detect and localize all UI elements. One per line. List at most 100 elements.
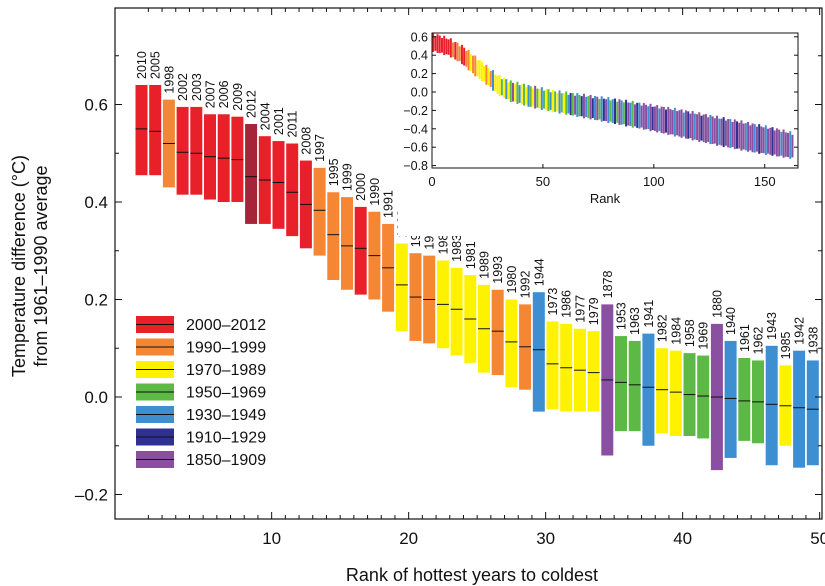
inset-bar xyxy=(680,109,683,138)
bar-1943 xyxy=(765,345,778,466)
x-tick-label: 40 xyxy=(673,529,692,548)
inset-bar xyxy=(574,95,577,115)
inset-bar xyxy=(740,120,743,151)
inset-bar xyxy=(511,82,514,102)
inset-axes: 0.6 0.4 0.2 0.0 −0.2 −0.4 −0.6 −0.80 50 100 150 xyxy=(403,30,799,189)
inset-bar xyxy=(571,93,574,116)
inset-bar xyxy=(543,90,546,109)
year-label-2008: 2008 xyxy=(299,127,313,155)
inset-bar xyxy=(789,131,792,159)
legend-label: 1950–1969 xyxy=(186,385,266,402)
inset-bar xyxy=(487,68,490,86)
inset-bar xyxy=(467,49,470,71)
inset-bar xyxy=(494,74,497,92)
year-label-2007: 2007 xyxy=(204,80,218,108)
inset-bar xyxy=(611,99,614,124)
bar-1938 xyxy=(806,360,819,466)
year-label-1991: 1991 xyxy=(382,190,396,218)
year-label-1944: 1944 xyxy=(532,258,546,286)
year-label-2012: 2012 xyxy=(245,90,259,118)
inset-y-tick-label: −0.8 xyxy=(403,159,428,173)
inset-bar xyxy=(727,118,730,148)
inset-bar xyxy=(503,77,506,98)
inset-bar xyxy=(456,42,459,62)
inset-bar xyxy=(518,85,521,103)
inset-bar xyxy=(771,127,774,156)
bar-1969 xyxy=(697,355,710,439)
inset-bar xyxy=(602,98,605,121)
main-bars xyxy=(135,85,819,471)
inset-bar xyxy=(516,81,519,105)
inset-bar xyxy=(500,79,503,96)
inset-bar xyxy=(669,109,672,135)
inset-y-tick-label: 0.0 xyxy=(411,86,428,100)
bar-1993 xyxy=(491,289,504,376)
inset-bar xyxy=(693,113,696,140)
inset-bar xyxy=(520,84,523,105)
inset-bar xyxy=(649,103,652,132)
year-label-2005: 2005 xyxy=(149,51,163,79)
bar-2000 xyxy=(354,206,367,295)
year-label-1984: 1984 xyxy=(669,317,683,345)
inset-bar xyxy=(667,106,670,135)
inset-bar xyxy=(476,60,479,77)
plot-frame xyxy=(114,7,823,520)
inset-bar xyxy=(534,85,537,109)
year-label-1973: 1973 xyxy=(546,288,560,316)
inset-bar xyxy=(651,106,654,131)
inset-bar xyxy=(782,129,785,158)
inset-bar xyxy=(658,108,661,132)
inset-bar xyxy=(689,113,692,139)
inset-bar xyxy=(496,75,499,94)
inset-frame xyxy=(431,32,799,169)
inset-bar xyxy=(529,86,532,107)
bar-1983 xyxy=(450,267,463,356)
inset-bar xyxy=(569,92,572,116)
inset-bar xyxy=(787,132,790,158)
year-label-2002: 2002 xyxy=(176,73,190,101)
year-label-1961: 1961 xyxy=(738,324,752,352)
inset-bar xyxy=(720,118,723,146)
bar-1940 xyxy=(724,340,737,458)
year-label-1941: 1941 xyxy=(642,300,656,328)
x-tick-label: 50 xyxy=(810,529,825,548)
inset-bar xyxy=(656,105,659,133)
inset-bar xyxy=(549,92,552,110)
year-label-2010: 2010 xyxy=(135,51,149,79)
inset-bar xyxy=(480,61,483,81)
year-label-1942: 1942 xyxy=(793,317,807,345)
inset-bar xyxy=(631,100,634,128)
inset-bar xyxy=(474,55,477,77)
inset-bar xyxy=(582,93,585,119)
inset-bar xyxy=(483,66,486,82)
inset-bar xyxy=(707,117,710,142)
inset-bar xyxy=(684,110,687,139)
inset-bar xyxy=(478,60,481,80)
inset-bar xyxy=(556,92,559,112)
year-label-2003: 2003 xyxy=(190,73,204,101)
legend-label: 1990–1999 xyxy=(186,340,266,357)
inset-bar xyxy=(696,114,699,141)
inset-bar xyxy=(784,132,787,157)
bar-1944 xyxy=(532,292,545,412)
inset-bar xyxy=(780,131,783,156)
inset-bar xyxy=(580,96,583,117)
inset-bar xyxy=(633,104,636,127)
bar-2011 xyxy=(286,143,299,237)
inset-bar xyxy=(718,118,721,145)
inset-bar xyxy=(538,88,541,109)
inset-bar xyxy=(614,98,616,125)
inset-bar xyxy=(698,112,701,142)
inset-bar xyxy=(791,134,794,158)
bar-1979 xyxy=(587,331,600,412)
year-label-1878: 1878 xyxy=(601,271,615,299)
inset-bar xyxy=(769,127,772,155)
inset-bar xyxy=(554,91,557,112)
year-label-1963: 1963 xyxy=(628,307,642,335)
inset-bar xyxy=(744,123,747,151)
inset-chart: 0.6 0.4 0.2 0.0 −0.2 −0.4 −0.6 −0.80 50 100 150 Ra… xyxy=(398,26,811,236)
inset-bar xyxy=(662,106,665,134)
inset-bar xyxy=(452,42,455,58)
inset-bar xyxy=(731,121,734,147)
inset-bar xyxy=(753,124,756,153)
